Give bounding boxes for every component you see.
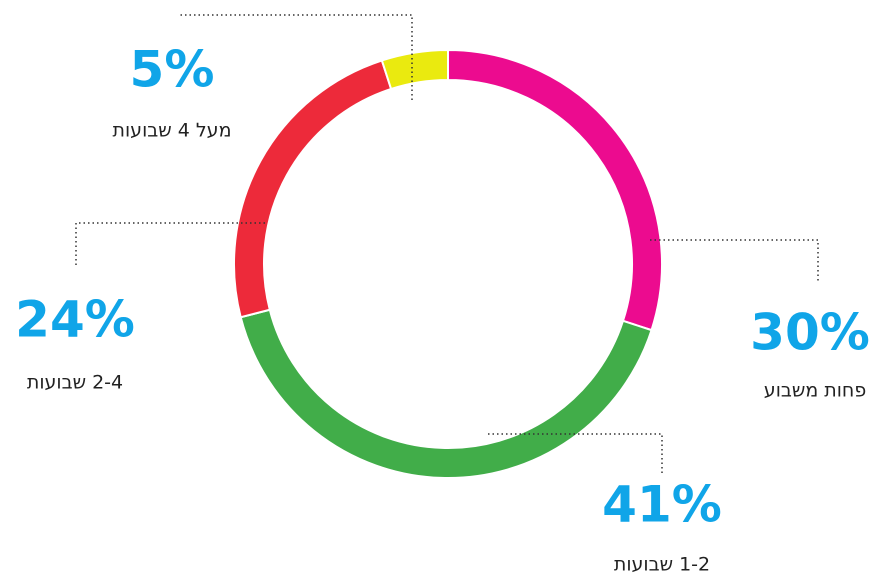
value-label: 30% bbox=[750, 304, 870, 362]
value-label: 41% bbox=[602, 476, 722, 534]
donut-segment bbox=[233, 59, 393, 319]
donut-segment bbox=[380, 48, 449, 91]
category-label: מעל 4 שבועות bbox=[113, 120, 232, 142]
leader-line bbox=[180, 14, 413, 100]
value-label: 24% bbox=[15, 291, 135, 349]
category-label: 1-2 שבועות bbox=[614, 554, 710, 576]
category-label: פחות משבוע bbox=[764, 380, 866, 402]
value-label: 5% bbox=[130, 41, 215, 99]
donut-segment bbox=[239, 308, 653, 479]
leader-line bbox=[75, 222, 265, 265]
category-label: 2-4 שבועות bbox=[27, 372, 123, 394]
donut-segment bbox=[447, 48, 663, 332]
leader-line bbox=[650, 239, 819, 282]
